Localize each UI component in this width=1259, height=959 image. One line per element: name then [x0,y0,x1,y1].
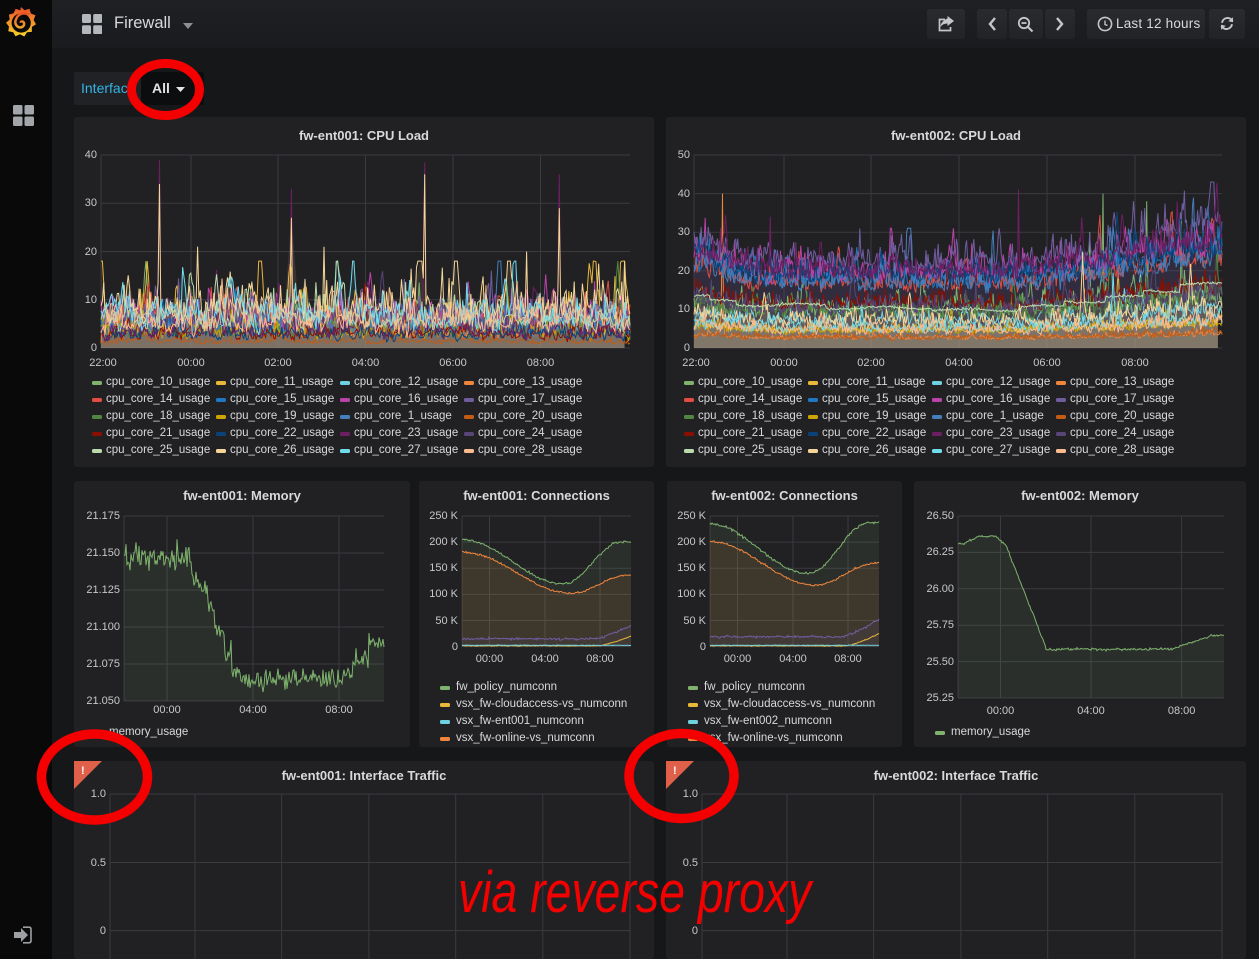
svg-text:!: ! [81,765,85,777]
svg-text:!: ! [673,765,677,777]
